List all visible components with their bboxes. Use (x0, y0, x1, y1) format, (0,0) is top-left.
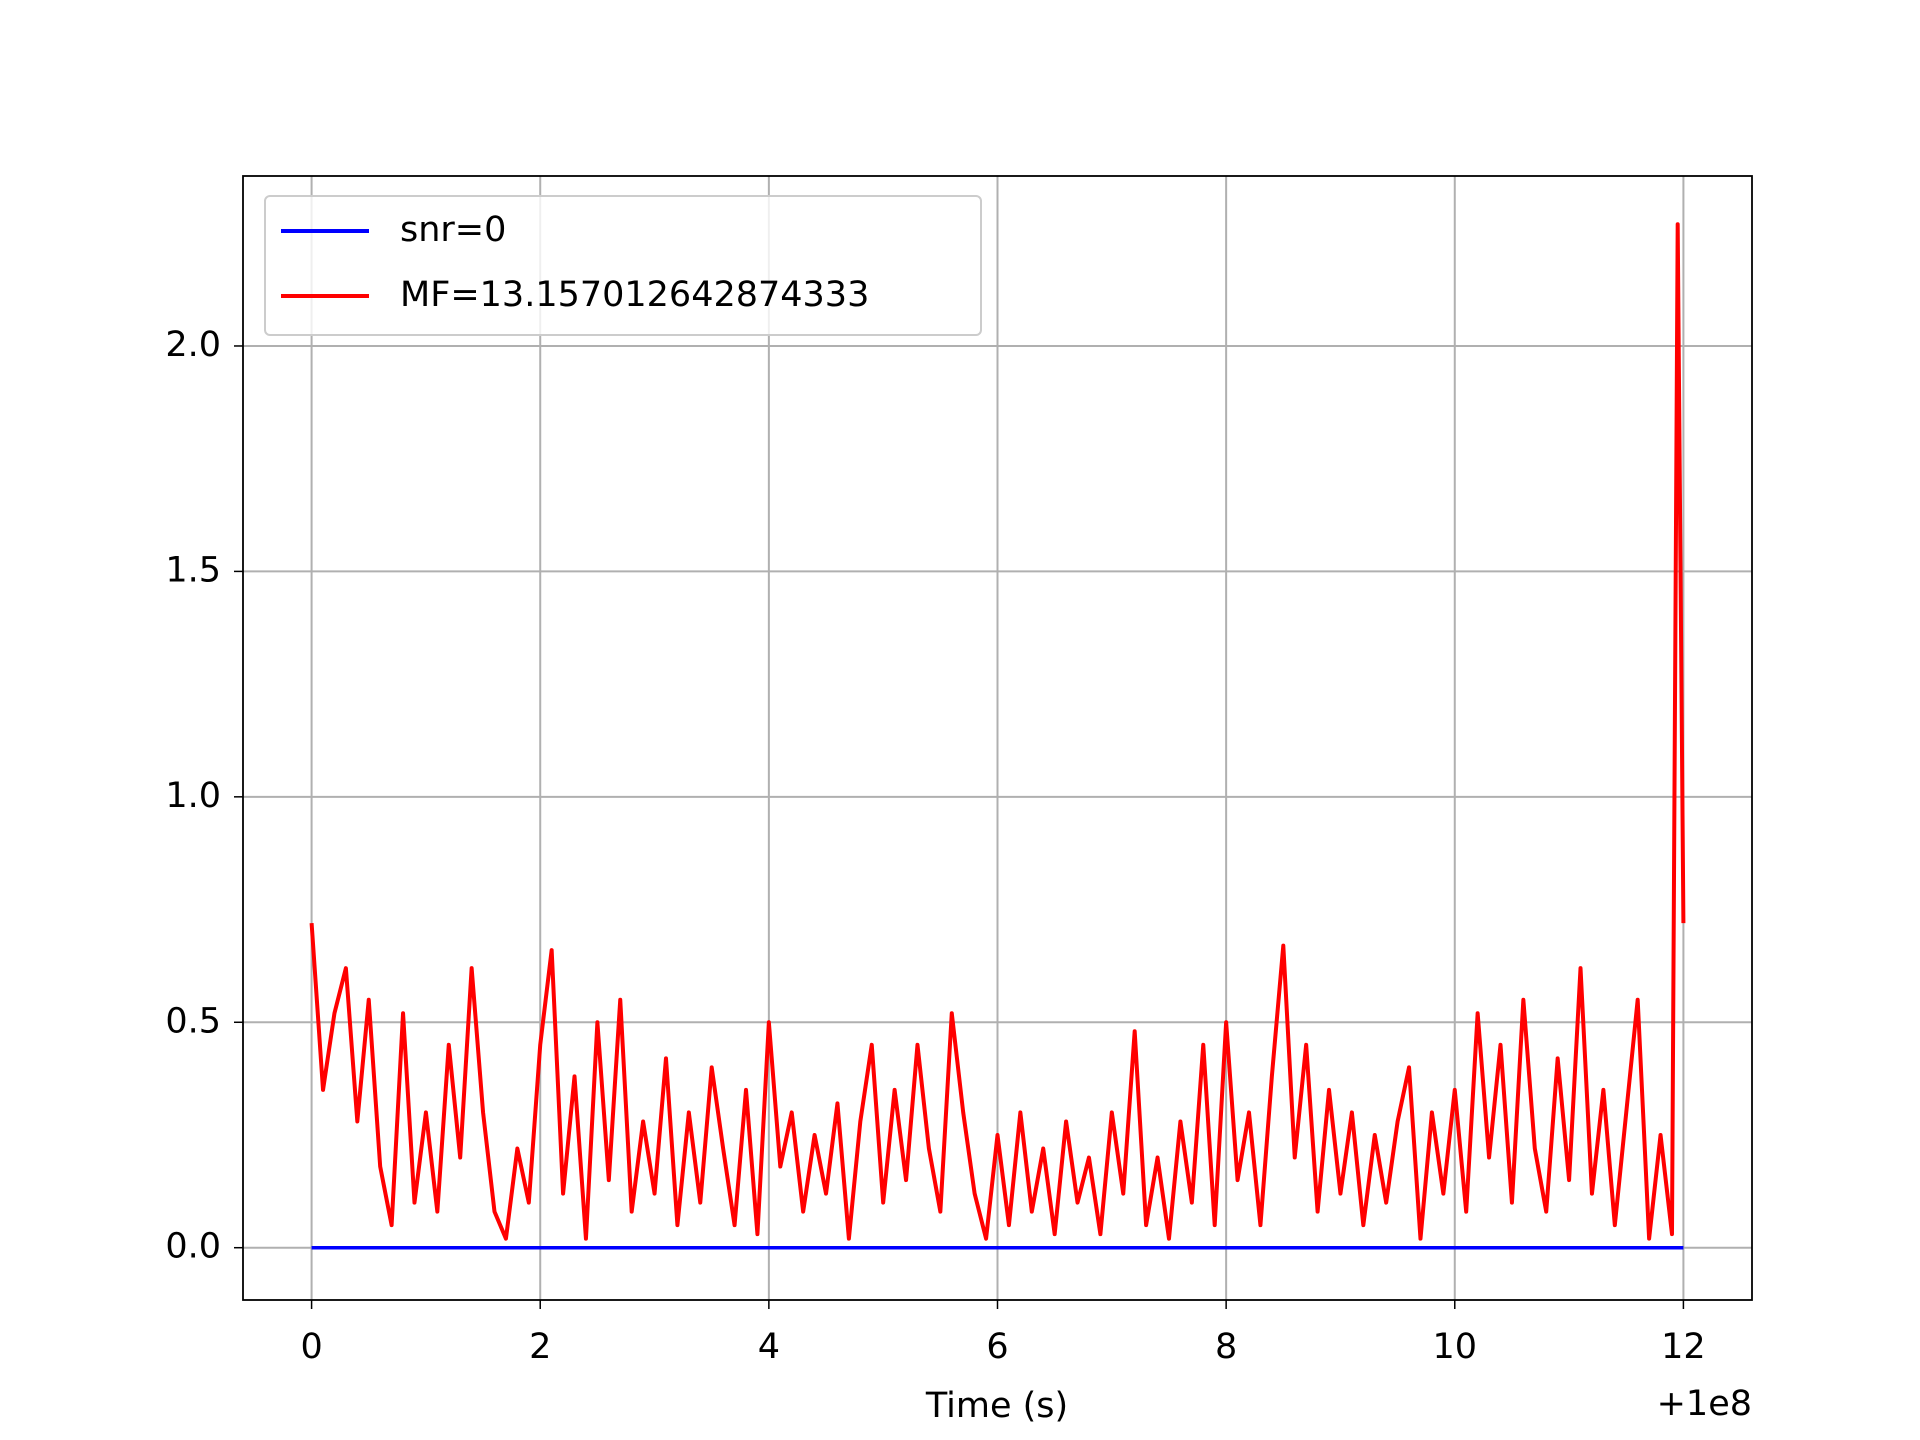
legend-label: snr=0 (400, 210, 506, 250)
y-tick-label: 0.0 (165, 1227, 221, 1267)
x-tick-label: 8 (1215, 1327, 1237, 1367)
legend-label: MF=13.157012642874333 (400, 275, 869, 315)
x-tick-label: 12 (1661, 1327, 1706, 1367)
x-offset-label: +1e8 (1657, 1384, 1752, 1424)
legend-box (264, 195, 982, 336)
data-line (309, 222, 1686, 1241)
axes-frame (242, 175, 1753, 1301)
x-tick-label: 0 (300, 1327, 322, 1367)
x-tick-label: 10 (1432, 1327, 1477, 1367)
x-tick-label: 2 (529, 1327, 551, 1367)
x-axis-label: Time (s) (925, 1386, 1068, 1426)
y-tick-label: 0.5 (165, 1001, 221, 1041)
y-tick-label: 1.5 (165, 550, 221, 590)
x-tick-label: 4 (758, 1327, 780, 1367)
x-tick-label: 6 (986, 1327, 1008, 1367)
y-tick-label: 1.0 (165, 776, 221, 816)
y-tick-label: 2.0 (165, 325, 221, 365)
